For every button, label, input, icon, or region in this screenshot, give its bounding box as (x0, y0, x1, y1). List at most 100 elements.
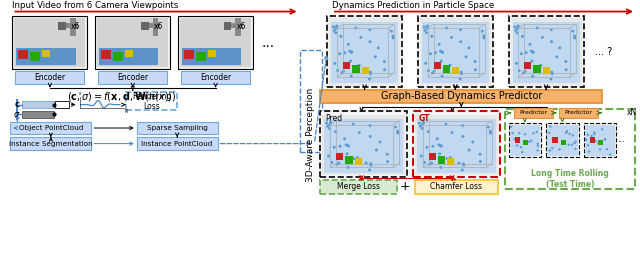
Circle shape (427, 130, 430, 133)
Bar (137, 122, 218, 134)
Bar (324, 119, 403, 173)
Circle shape (460, 71, 463, 74)
Circle shape (604, 138, 606, 141)
Circle shape (325, 122, 328, 125)
Circle shape (566, 130, 568, 132)
Text: x6: x6 (71, 22, 80, 31)
Bar (559, 108, 598, 118)
Circle shape (547, 70, 550, 73)
Text: ...: ... (617, 135, 625, 144)
Bar (442, 65, 451, 73)
Text: Object PointCloud: Object PointCloud (19, 125, 83, 131)
Bar (225, 23, 243, 28)
Circle shape (556, 55, 558, 58)
Circle shape (375, 149, 378, 151)
Circle shape (479, 160, 482, 163)
Circle shape (449, 156, 452, 159)
Circle shape (438, 43, 440, 46)
Circle shape (330, 161, 333, 164)
Circle shape (332, 25, 335, 28)
Text: Instance Segmentation: Instance Segmentation (9, 141, 93, 147)
Circle shape (386, 160, 389, 163)
Circle shape (446, 65, 449, 68)
Bar (141, 22, 148, 30)
Circle shape (349, 59, 352, 62)
Text: Merge Loss: Merge Loss (337, 182, 380, 192)
Circle shape (594, 140, 596, 142)
Bar (17, 48, 76, 65)
Circle shape (440, 145, 443, 148)
Circle shape (431, 72, 434, 74)
Circle shape (572, 134, 574, 137)
Bar (42, 50, 50, 57)
Circle shape (350, 51, 353, 53)
Text: Long Time Rolling
(Test Time): Long Time Rolling (Test Time) (531, 170, 609, 189)
Circle shape (541, 36, 544, 39)
Circle shape (516, 24, 520, 28)
Bar (345, 156, 353, 163)
Circle shape (564, 68, 568, 71)
Text: Pred: Pred (325, 114, 342, 123)
Text: +: + (400, 181, 410, 193)
Bar (352, 65, 360, 73)
Bar (178, 17, 253, 69)
Bar (15, 18, 85, 67)
Circle shape (449, 64, 452, 67)
Circle shape (419, 125, 422, 128)
Bar (511, 18, 582, 85)
Text: R: R (125, 108, 128, 113)
Circle shape (450, 36, 453, 39)
Bar (101, 50, 111, 59)
Circle shape (436, 137, 439, 140)
Circle shape (343, 137, 346, 140)
Bar (561, 140, 566, 145)
Circle shape (426, 24, 429, 28)
Text: Predictor: Predictor (564, 110, 593, 115)
Bar (12, 17, 88, 69)
Circle shape (601, 128, 604, 130)
Circle shape (461, 124, 464, 127)
Text: x6: x6 (237, 22, 246, 31)
Circle shape (440, 75, 444, 78)
Text: Instance PointCloud: Instance PointCloud (141, 141, 213, 147)
Bar (70, 18, 76, 36)
Circle shape (438, 143, 440, 146)
Circle shape (550, 71, 554, 74)
Circle shape (369, 124, 371, 127)
Bar (99, 48, 159, 65)
Circle shape (428, 163, 431, 166)
Circle shape (483, 36, 486, 39)
Circle shape (515, 62, 518, 65)
Circle shape (434, 51, 437, 54)
Circle shape (518, 132, 520, 134)
Circle shape (383, 68, 386, 71)
Circle shape (521, 35, 524, 38)
Circle shape (468, 46, 470, 49)
Circle shape (336, 69, 339, 72)
Circle shape (481, 30, 484, 32)
Circle shape (528, 141, 531, 143)
Circle shape (516, 27, 519, 30)
Bar (598, 140, 604, 145)
Bar (320, 90, 602, 103)
Bar (515, 137, 520, 143)
Circle shape (599, 148, 601, 151)
Circle shape (440, 59, 443, 62)
Bar (417, 119, 496, 173)
Bar (322, 115, 405, 175)
Bar (513, 22, 580, 83)
Bar (533, 65, 541, 73)
Circle shape (513, 25, 516, 28)
Circle shape (365, 70, 368, 73)
Circle shape (536, 131, 538, 133)
Circle shape (558, 46, 561, 49)
Bar (447, 158, 454, 165)
Circle shape (520, 146, 522, 148)
Circle shape (562, 140, 564, 142)
Bar (429, 153, 436, 160)
Circle shape (369, 72, 372, 75)
Bar (434, 62, 440, 69)
Circle shape (339, 52, 341, 55)
Circle shape (356, 156, 359, 159)
Circle shape (340, 72, 344, 74)
